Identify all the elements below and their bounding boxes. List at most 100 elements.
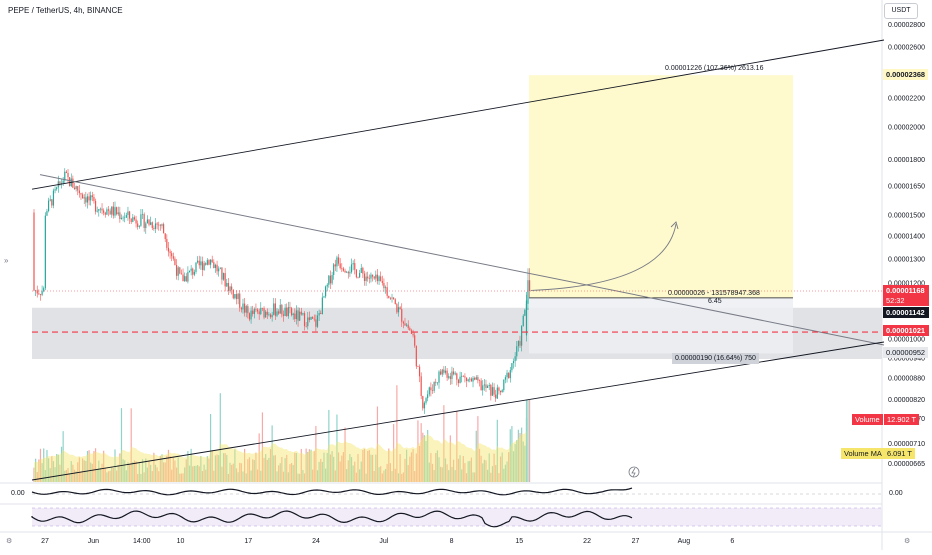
scale-settings-icon[interactable]: ⚙	[904, 537, 910, 545]
volume-bar	[62, 431, 64, 482]
volume-bar	[88, 450, 90, 482]
risk-reward-label-2[interactable]: 6.45	[708, 298, 722, 305]
candle-body	[350, 264, 353, 273]
volume-bar	[529, 400, 531, 482]
time-tick-label: Jul	[379, 538, 388, 545]
volume-ma-legend-value: 6.091 T	[884, 448, 915, 459]
volume-bar	[114, 449, 116, 482]
volume-bar	[90, 462, 92, 482]
candle-body	[363, 273, 366, 281]
oscillator-right-value: 0.00	[889, 490, 903, 497]
volume-bar	[485, 460, 487, 482]
long-position-target-zone[interactable]	[529, 75, 793, 298]
volume-bar	[52, 461, 55, 482]
time-tick-label: 27	[41, 538, 49, 545]
time-tick-label: 24	[312, 538, 320, 545]
candle-body	[402, 321, 404, 324]
candle-body	[35, 290, 37, 291]
candle-body	[341, 268, 343, 269]
volume-bar	[57, 454, 59, 482]
volume-bar	[394, 468, 396, 482]
time-tick-label: 17	[244, 538, 252, 545]
volume-bar	[454, 470, 456, 482]
candle-body	[78, 190, 80, 194]
volume-bar	[292, 464, 294, 482]
volume-bar	[59, 464, 61, 482]
candle-body	[292, 313, 294, 316]
candle-body	[485, 384, 487, 388]
candle-body	[127, 211, 129, 216]
volume-bar	[493, 453, 495, 482]
projection-arrow[interactable]	[530, 223, 677, 291]
volume-bar	[80, 471, 82, 482]
candle-body	[140, 214, 142, 226]
candle-body	[214, 264, 217, 269]
volume-bar	[417, 420, 419, 482]
candle-body	[435, 381, 437, 383]
volume-bar	[383, 470, 385, 482]
volume-bar	[414, 471, 416, 482]
candle-body	[256, 309, 259, 312]
volume-bar	[477, 416, 479, 482]
volume-bar	[154, 464, 157, 482]
volume-bar	[56, 454, 58, 482]
risk-reward-label-1[interactable]: 0.00000026 - 131578947.368	[668, 290, 760, 297]
volume-bar	[336, 414, 338, 482]
volume-bar	[461, 469, 463, 482]
stop-annotation[interactable]: 0.00000190 (16.64%) 750	[672, 353, 759, 364]
volume-bar	[184, 467, 186, 482]
volume-bar	[325, 468, 327, 482]
time-tick-label: 27	[632, 538, 640, 545]
volume-bar	[36, 472, 38, 482]
lower-channel-line[interactable]	[31, 341, 885, 481]
volume-bar	[179, 473, 181, 482]
volume-bar	[182, 473, 184, 482]
candle-body	[307, 317, 309, 327]
candle-body	[38, 293, 40, 295]
candle-body	[313, 318, 315, 320]
candle-body	[99, 208, 102, 210]
volume-bar	[464, 463, 466, 482]
countdown-tag: 52:32	[883, 295, 929, 306]
volume-bar	[428, 462, 430, 482]
volume-bar	[431, 463, 434, 482]
volume-bar	[260, 470, 262, 482]
currency-button[interactable]: USDT	[884, 3, 918, 19]
candle-body	[244, 303, 246, 313]
volume-bar	[310, 449, 312, 482]
upper-channel-line[interactable]	[31, 39, 885, 190]
volume-bar	[91, 463, 93, 482]
descending-trendline[interactable]	[39, 174, 885, 346]
candle-body	[273, 303, 275, 315]
candle-body	[184, 276, 186, 282]
candle-body	[161, 224, 163, 226]
target-annotation[interactable]: 0.00001226 (107.36%) 2613.16	[665, 65, 764, 72]
symbol-title[interactable]: PEPE / TetherUS, 4h, BINANCE	[8, 6, 123, 15]
volume-bar	[350, 457, 353, 482]
candle-body	[425, 398, 427, 403]
volume-bar	[98, 460, 100, 482]
candle-body	[368, 278, 370, 279]
volume-bar	[415, 453, 417, 482]
candle-body	[373, 276, 375, 279]
volume-bar	[436, 450, 438, 482]
collapse-icon[interactable]: »	[4, 256, 9, 265]
candle-body	[91, 195, 93, 198]
candle-body	[367, 276, 369, 279]
volume-bar	[378, 467, 380, 482]
candle-body	[85, 197, 87, 203]
settings-icon[interactable]: ⚙	[6, 537, 12, 545]
lightning-icon[interactable]	[628, 466, 640, 478]
volume-bar	[303, 473, 306, 482]
volume-bar	[504, 464, 507, 482]
candle-body	[359, 272, 361, 278]
volume-bar	[151, 471, 153, 482]
candle-body	[75, 186, 77, 190]
volume-bar	[472, 472, 474, 482]
candle-body	[109, 210, 111, 215]
candle-body	[237, 293, 239, 300]
long-position-stop-zone[interactable]	[529, 297, 793, 354]
candle-body	[56, 187, 58, 190]
candle-body	[192, 268, 194, 275]
